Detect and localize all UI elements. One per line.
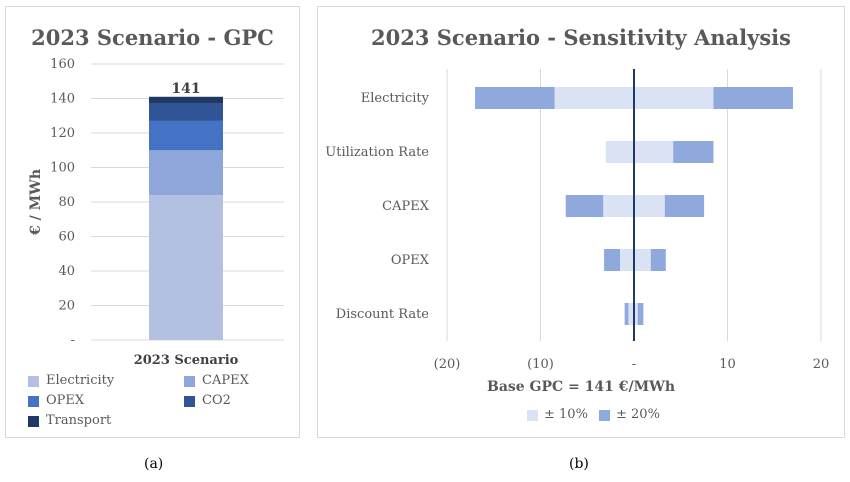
y-tick-label: 100 xyxy=(50,161,75,176)
legend-label: ± 10% xyxy=(544,407,588,422)
bar-segment xyxy=(149,96,223,104)
legend-swatch xyxy=(28,376,39,387)
legend-swatch xyxy=(599,410,610,421)
x-tick-label: 10 xyxy=(719,357,736,372)
chart-title: 2023 Scenario - Sensitivity Analysis xyxy=(371,25,791,50)
caption-a: (a) xyxy=(144,456,164,472)
bar-segment xyxy=(149,150,223,196)
bar xyxy=(605,141,674,163)
sensitivity-chart-panel: 2023 Scenario - Sensitivity Analysis (20… xyxy=(317,6,845,438)
legend-label: OPEX xyxy=(46,393,85,408)
y-tick-label: Utilization Rate xyxy=(325,145,429,160)
y-tick-label: 40 xyxy=(58,264,75,279)
legend-swatch xyxy=(28,416,39,427)
y-tick-label: Electricity xyxy=(361,91,430,106)
x-tick-label: - xyxy=(632,357,636,372)
legend-swatch xyxy=(184,376,195,387)
bar-segment xyxy=(149,120,223,151)
legend-swatch xyxy=(28,396,39,407)
y-tick-label: 80 xyxy=(58,195,75,210)
y-tick-label: OPEX xyxy=(391,253,430,268)
bar-segment xyxy=(149,103,223,121)
y-tick-label: 140 xyxy=(50,92,75,107)
x-axis-label: Base GPC = 141 €/MWh xyxy=(487,379,675,395)
x-tick-label: (20) xyxy=(434,357,461,372)
y-axis-label: € / MWh xyxy=(28,169,44,236)
y-tick-label: Discount Rate xyxy=(336,307,430,322)
x-tick-label: (10) xyxy=(527,357,554,372)
stacked-bar-chart: - 20 40 60 80 100 120 140 160 € / MWh 141 2023 Scen… xyxy=(28,57,284,368)
bar-segment xyxy=(149,195,223,340)
y-tick-label: CAPEX xyxy=(382,199,430,214)
caption-b: (b) xyxy=(569,456,589,472)
legend-label: Electricity xyxy=(46,373,115,388)
bar xyxy=(619,249,651,271)
y-tick-label: 20 xyxy=(58,299,75,314)
gpc-chart-panel: 2023 Scenario - GPC - 20 40 60 80 100 120 140 16… xyxy=(5,6,300,438)
x-tick-label: 20 xyxy=(813,357,830,372)
y-tick-label: 160 xyxy=(50,57,75,72)
legend-label: Transport xyxy=(46,413,112,428)
x-tick-label: 2023 Scenario xyxy=(134,353,239,368)
chart-title: 2023 Scenario - GPC xyxy=(31,25,274,50)
y-tick-label: - xyxy=(71,333,75,348)
y-tick-label: 120 xyxy=(50,126,75,141)
tornado-chart: (20) (10) - 10 20 Electricity Utilization Rate… xyxy=(325,69,830,395)
legend-label: CAPEX xyxy=(202,373,249,388)
legend-swatch xyxy=(184,396,195,407)
legend-label: CO2 xyxy=(202,393,231,408)
y-tick-label: 60 xyxy=(58,230,75,245)
data-label: 141 xyxy=(171,81,200,97)
legend-label: ± 20% xyxy=(616,407,660,422)
legend-swatch xyxy=(527,410,538,421)
